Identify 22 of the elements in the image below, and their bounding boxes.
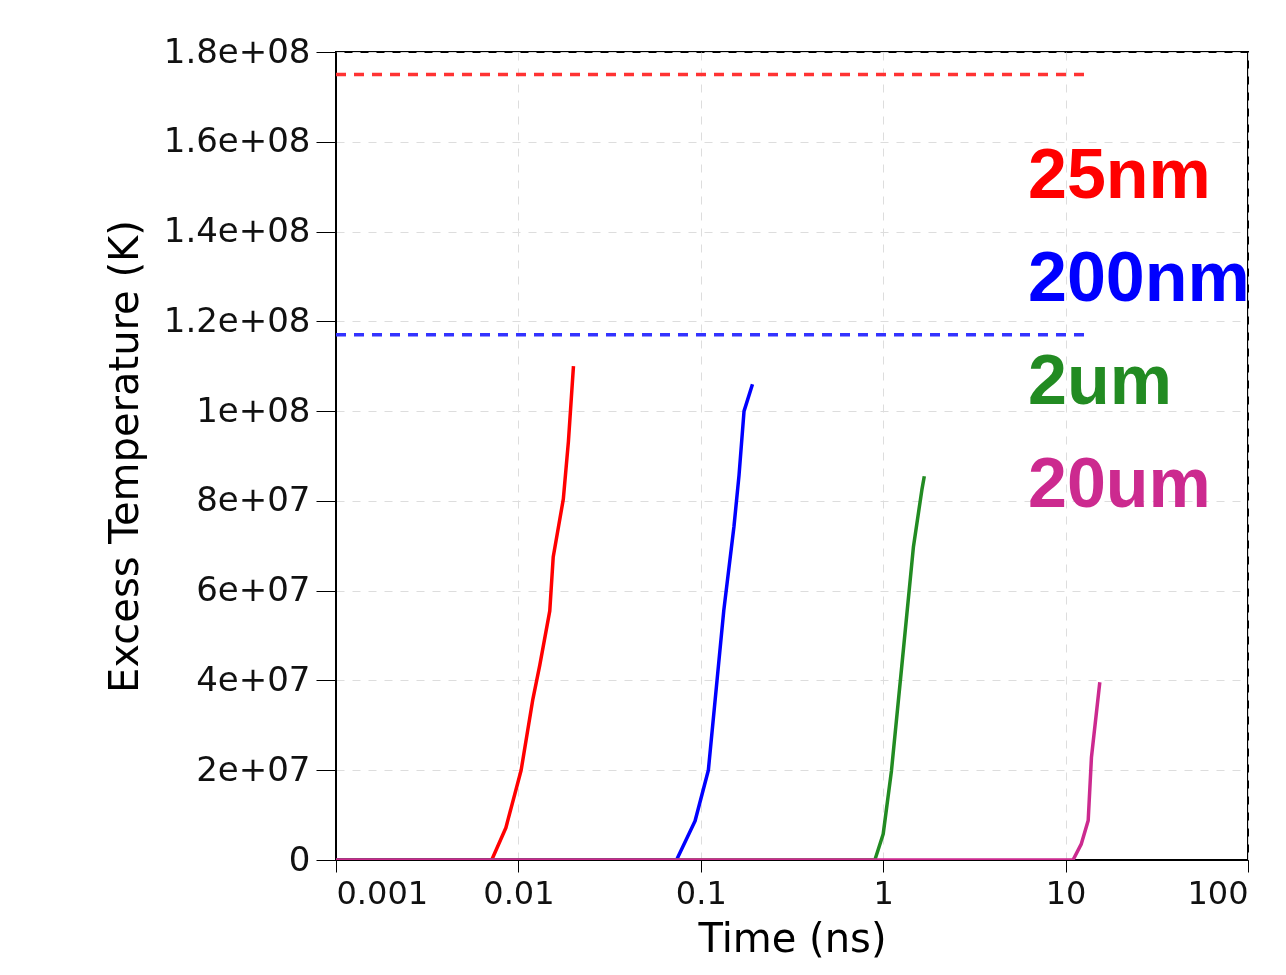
y-tick-label: 2e+07 <box>196 748 311 789</box>
y-tick-label: 1.8e+08 <box>163 30 311 71</box>
y-axis-title: Excess Temperature (K) <box>100 220 147 693</box>
x-tick-label: 10 <box>1045 873 1087 912</box>
y-tick-label: 4e+07 <box>196 658 311 699</box>
text: 25nm <box>1028 135 1211 213</box>
y-tick-label: 1e+08 <box>196 389 311 430</box>
x-axis-title: Time (ns) <box>697 914 887 961</box>
x-tick-label: 0.01 <box>483 873 555 912</box>
y-tick-label: 0 <box>288 838 311 879</box>
x-tick-label: 100 <box>1187 873 1249 912</box>
y-tick-label: 1.6e+08 <box>163 120 311 161</box>
text: 200nm <box>1028 238 1250 316</box>
y-tick-label: 1.2e+08 <box>163 299 311 340</box>
series-label: 2um <box>1028 341 1172 419</box>
x-tick-label: 0.001 <box>336 873 429 912</box>
y-tick-label: 8e+07 <box>196 479 311 520</box>
y-tick-label: 1.4e+08 <box>163 210 311 251</box>
text: 20um <box>1028 444 1211 522</box>
x-tick-label: 1 <box>873 873 894 912</box>
y-tick-label: 6e+07 <box>196 569 311 610</box>
x-tick-label: 0.1 <box>675 873 727 912</box>
